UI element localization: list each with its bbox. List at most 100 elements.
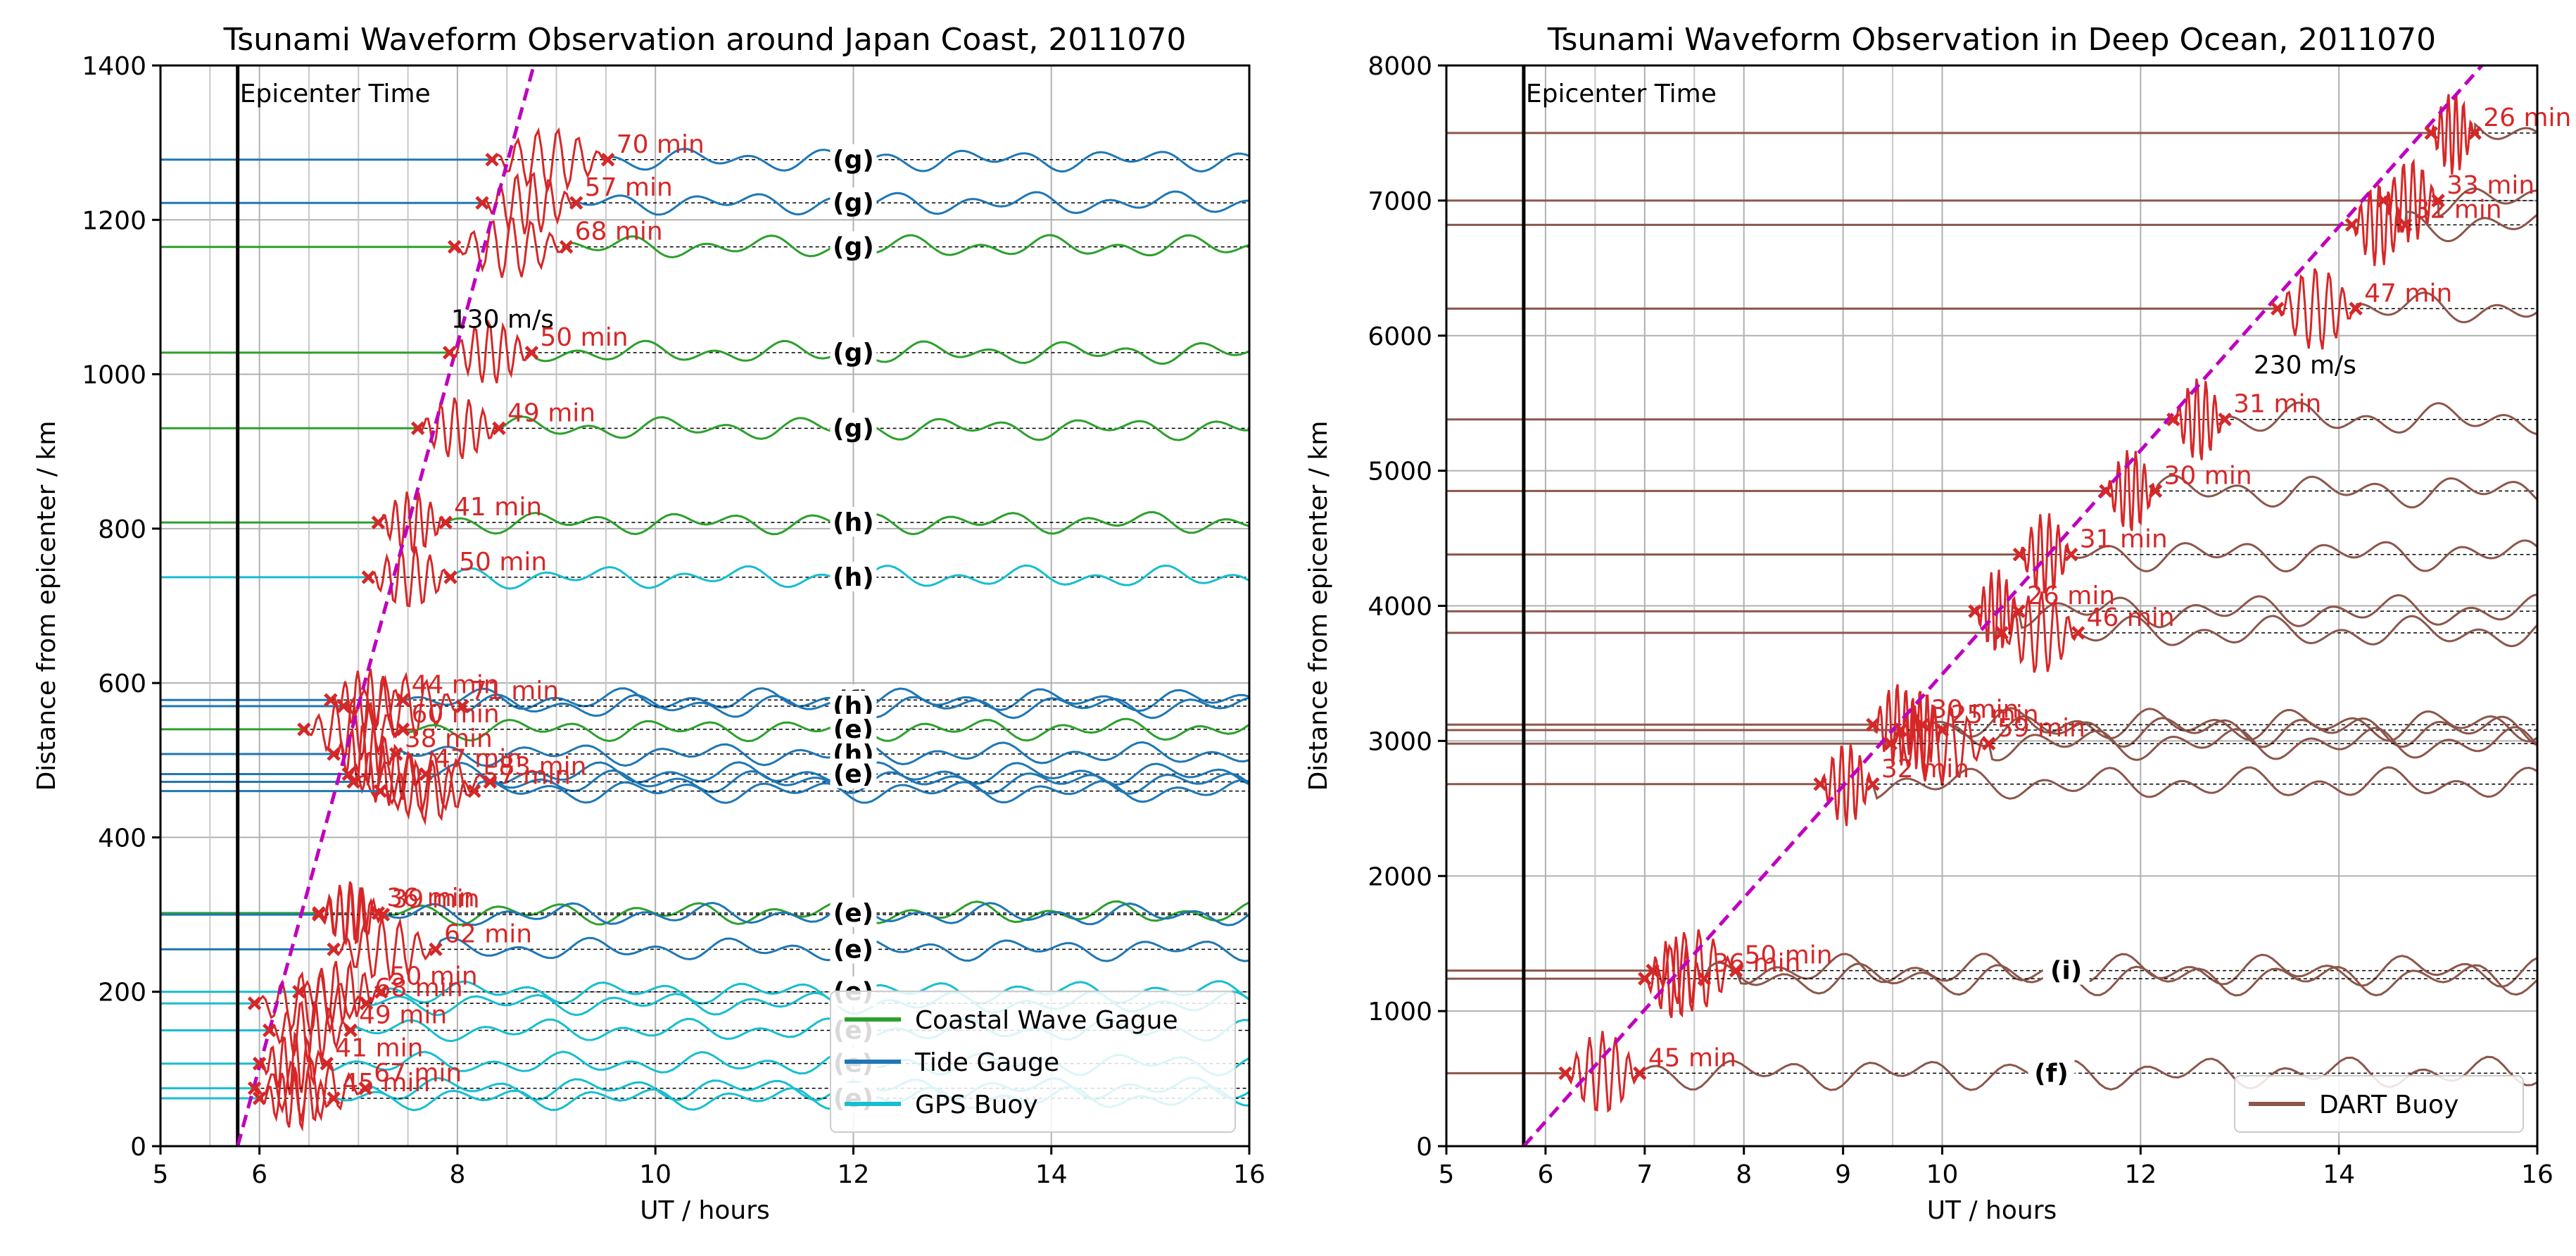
- tag-background: [830, 713, 877, 743]
- delay-label: 31 min: [2080, 525, 2168, 554]
- legend: DART Buoy: [2234, 1075, 2524, 1133]
- arrival-burst: [1819, 744, 1873, 827]
- peak-marker: [492, 421, 506, 436]
- legend-box: [830, 991, 1236, 1133]
- arrival-burst: [448, 319, 533, 384]
- delay-label: 47 min: [434, 745, 522, 774]
- arrival-marker: [327, 747, 341, 761]
- arrival-marker: [1558, 1066, 1572, 1081]
- station-trace: [2077, 615, 2537, 648]
- arrival-marker: [2099, 484, 2113, 498]
- arrival-marker: [2344, 218, 2359, 232]
- y-tick-label: 600: [98, 670, 146, 698]
- chart-title: Tsunami Waveform Observation in Deep Oce…: [1547, 22, 2436, 58]
- arrival-marker: [1638, 972, 1652, 986]
- x-tick-label: 5: [1439, 1160, 1455, 1189]
- station-trace: [1735, 953, 2537, 988]
- station-trace: [2223, 401, 2537, 435]
- arrival-burst: [377, 491, 447, 556]
- x-tick-label: 14: [1035, 1160, 1068, 1189]
- delay-label: 25 min: [1951, 701, 2039, 729]
- x-tick-label: 5: [153, 1160, 169, 1189]
- arrival-marker: [371, 515, 386, 529]
- arrival-burst: [2019, 513, 2072, 595]
- station-trace: [2473, 122, 2537, 140]
- delay-label: 32 min: [2414, 195, 2502, 224]
- speed-label: 130 m/s: [451, 306, 554, 334]
- delay-label: 50 min: [390, 962, 478, 991]
- speed-label: 230 m/s: [2254, 351, 2356, 380]
- peak-marker: [2431, 194, 2445, 208]
- y-tick-label: 200: [98, 979, 146, 1007]
- arrival-burst: [2172, 378, 2226, 460]
- delay-label: 57 min: [585, 173, 673, 202]
- arrival-marker: [475, 196, 489, 210]
- peak-marker: [359, 996, 374, 1010]
- delay-label: 46 min: [2087, 603, 2175, 632]
- epicenter-label: Epicenter Time: [1526, 80, 1717, 108]
- delay-label: 50 min: [459, 548, 547, 577]
- arrival-burst: [367, 546, 451, 608]
- x-tick-label: 16: [2521, 1160, 2553, 1189]
- legend: Coastal Wave Gague Tide Gauge GPS Buoy: [830, 991, 1236, 1133]
- x-tick-label: 16: [1233, 1160, 1265, 1189]
- x-tick-label: 6: [1537, 1160, 1553, 1189]
- arrival-marker: [1995, 626, 2009, 640]
- arrival-marker: [2166, 412, 2180, 427]
- y-tick-label: 2000: [1368, 862, 1432, 891]
- region-tag: (g): [833, 414, 874, 443]
- arrival-marker: [327, 942, 341, 957]
- region-tag: (e): [833, 760, 873, 789]
- delay-label: 67 min: [374, 1059, 462, 1088]
- tag-background: [830, 561, 877, 591]
- traces: [1446, 93, 2537, 1113]
- legend-label: DART Buoy: [2319, 1091, 2458, 1119]
- peak-marker: [1729, 963, 1743, 978]
- tag-background: [830, 413, 877, 443]
- x-tick-label: 10: [639, 1160, 671, 1189]
- arrival-burst: [2351, 184, 2406, 266]
- y-axis-label: Distance from epicenter / km: [1304, 421, 1333, 791]
- peak-marker: [2012, 604, 2026, 618]
- peak-marker: [2148, 484, 2163, 498]
- station-trace: [395, 741, 1249, 767]
- grid: [1446, 65, 2538, 1147]
- delay-label: 41 min: [454, 493, 542, 522]
- y-tick-label: 0: [130, 1133, 146, 1162]
- delay-label: 26 min: [2483, 103, 2571, 132]
- arrival-marker: [1968, 604, 1982, 618]
- peak-marker: [1633, 1066, 1647, 1081]
- arrival-burst: [2104, 450, 2157, 532]
- arrival-marker: [1866, 717, 1880, 732]
- axes-frame: [159, 64, 1251, 1148]
- peak-marker: [1915, 717, 1930, 732]
- delay-label: 59 min: [1997, 714, 2085, 743]
- region-tag: (f): [2034, 1059, 2069, 1088]
- delay-label: 41 min: [335, 1034, 423, 1063]
- legend-label: Tide Gauge: [914, 1048, 1059, 1077]
- peak-marker: [1982, 736, 1996, 751]
- arrival-marker: [324, 693, 338, 708]
- peak-marker: [1935, 723, 1950, 737]
- arrival-marker: [247, 1081, 262, 1095]
- delay-label: 50 min: [1744, 941, 1832, 970]
- peak-marker: [320, 1056, 334, 1071]
- peak-marker: [2468, 126, 2482, 140]
- station-trace: [2154, 474, 2537, 509]
- arrival-marker: [1813, 777, 1827, 791]
- legend-label: GPS Buoy: [915, 1091, 1038, 1119]
- station-trace: [1988, 726, 2537, 762]
- arrival-marker: [485, 152, 499, 167]
- arrival-burst: [2276, 268, 2356, 350]
- arrival-marker: [1883, 736, 1898, 751]
- region-tag: (e): [833, 899, 873, 928]
- peak-marker: [343, 1023, 358, 1038]
- peak-marker: [569, 196, 583, 210]
- delay-label: 32 min: [1881, 755, 1969, 784]
- delay-label: 36 min: [1712, 949, 1800, 978]
- region-tag: (e): [833, 935, 873, 964]
- tag-background: [830, 231, 877, 261]
- epicenter-label: Epicenter Time: [240, 80, 431, 108]
- delay-label: 26 min: [2027, 582, 2115, 610]
- station-trace: [402, 717, 1249, 743]
